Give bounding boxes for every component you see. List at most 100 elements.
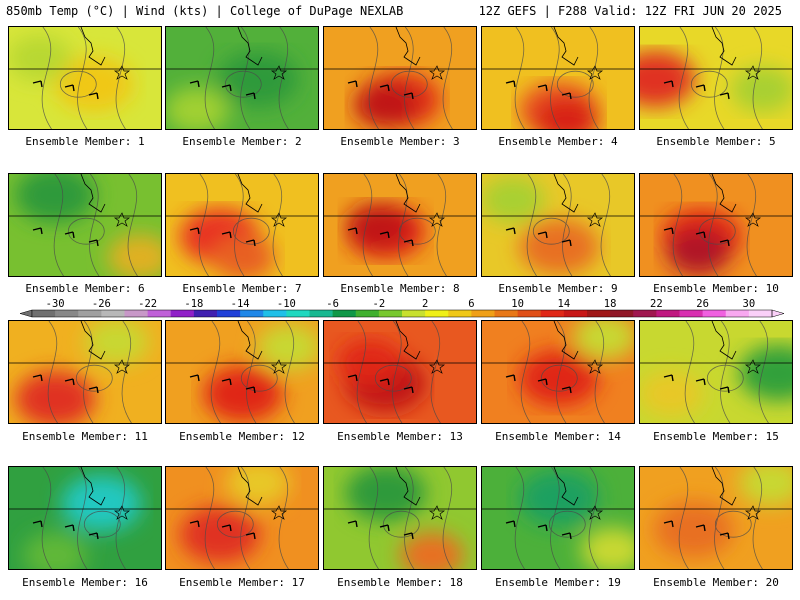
coastline [553, 27, 579, 66]
colorbar-swatch [55, 310, 79, 317]
colorbar-swatch [170, 310, 195, 317]
coastline [237, 467, 263, 506]
temperature-anomaly [226, 467, 291, 506]
wind-barb [561, 92, 572, 100]
temperature-anomaly [15, 371, 96, 423]
wind-barb [561, 532, 572, 540]
height-contours [684, 321, 770, 423]
coastline [395, 174, 421, 213]
lake-outline [744, 505, 762, 520]
height-contours [47, 321, 133, 423]
height-contours [210, 321, 296, 423]
wind-barb [505, 374, 516, 382]
temperature-colorbar: -30-26-22-18-14-10-6-2261014182226303438… [19, 298, 785, 318]
colorbar-swatch [78, 310, 102, 317]
ensemble-member-label: Ensemble Member: 19 [495, 576, 621, 589]
wind-barb [537, 84, 548, 92]
coastline [553, 467, 579, 506]
temperature-anomaly [179, 506, 260, 563]
wind-barb [695, 378, 706, 386]
ensemble-member-label: Ensemble Member: 10 [653, 282, 779, 295]
colorbar-swatch [563, 310, 588, 317]
colorbar-tick-label: 22 [650, 298, 663, 310]
ensemble-member-label: Ensemble Member: 12 [179, 430, 305, 443]
height-contours [204, 467, 290, 569]
colorbar-swatch [240, 310, 264, 317]
height-contours [204, 27, 290, 129]
colorbar-swatch [656, 310, 680, 317]
colorbar-tick-label: -14 [231, 298, 250, 310]
coastline [395, 27, 421, 66]
lake-outline [113, 505, 131, 520]
ensemble-map-panel [481, 466, 635, 570]
temperature-anomaly [166, 87, 229, 129]
colorbar-tick-label: 18 [604, 298, 617, 310]
colorbar-swatch [355, 310, 380, 317]
ensemble-map-panel [639, 466, 793, 570]
temperature-anomaly [666, 229, 731, 275]
colorbar-swatch [309, 310, 334, 317]
wind-barb [189, 520, 200, 528]
coastline [395, 467, 421, 506]
wind-barb [347, 227, 358, 235]
coastline [80, 467, 106, 506]
colorbar-tick-label: -2 [373, 298, 386, 310]
temperature-anomaly [519, 350, 599, 407]
colorbar-tick-label: 30 [743, 298, 756, 310]
wind-barb [221, 84, 232, 92]
temperature-anomaly [482, 177, 545, 223]
wind-barb [719, 386, 730, 394]
wind-barb [719, 239, 730, 247]
temperature-anomaly [9, 35, 72, 82]
ensemble-map-panel [323, 173, 477, 277]
wind-barb [189, 227, 200, 235]
wind-barb [221, 378, 232, 386]
colorbar-swatch [610, 310, 634, 317]
map-title: 850mb Temp (°C) | Wind (kts) | College o… [6, 4, 404, 18]
temperature-anomaly [345, 203, 410, 249]
colorbar-swatch [263, 310, 287, 317]
colorbar-swatch [725, 310, 750, 317]
wind-barb [695, 524, 706, 532]
lake-outline [113, 212, 131, 227]
wind-barb [88, 532, 99, 540]
lake-outline [428, 359, 446, 374]
wind-barb [695, 231, 706, 239]
wind-barb [347, 374, 358, 382]
wind-barb [88, 386, 99, 394]
wind-barb [505, 227, 516, 235]
colorbar-tick-label: 6 [468, 298, 474, 310]
wind-barb [537, 524, 548, 532]
colorbar-swatch [471, 310, 495, 317]
colorbar-tick-label: -6 [326, 298, 339, 310]
temperature-anomaly [738, 345, 792, 401]
height-contours [41, 467, 127, 569]
colorbar-min-arrow [19, 309, 33, 318]
colorbar-swatch [147, 310, 172, 317]
ensemble-member-label: Ensemble Member: 18 [337, 576, 463, 589]
wind-barb [221, 524, 232, 532]
lake-outline [428, 65, 446, 80]
wind-barb [189, 374, 200, 382]
temperature-anomaly [84, 321, 149, 365]
lake-outline [428, 212, 446, 227]
ensemble-member-label: Ensemble Member: 5 [656, 135, 776, 148]
colorbar-swatch [425, 310, 449, 317]
lake-outline [586, 212, 604, 227]
wind-barb [505, 520, 516, 528]
height-contours [672, 174, 758, 276]
ensemble-map-panel [639, 173, 793, 277]
wind-barb [64, 84, 75, 92]
wind-barb [64, 524, 75, 532]
coastline [80, 27, 106, 66]
lake-outline [270, 65, 288, 80]
colorbar-swatch [448, 310, 472, 317]
colorbar-tick-label: 10 [511, 298, 524, 310]
colorbar-swatch [587, 310, 611, 317]
ensemble-member-label: Ensemble Member: 2 [182, 135, 302, 148]
coastline [237, 27, 263, 66]
temperature-anomaly [203, 365, 283, 422]
ensemble-member-label: Ensemble Member: 6 [25, 282, 145, 295]
wind-barb [245, 532, 256, 540]
height-contours [368, 27, 454, 129]
